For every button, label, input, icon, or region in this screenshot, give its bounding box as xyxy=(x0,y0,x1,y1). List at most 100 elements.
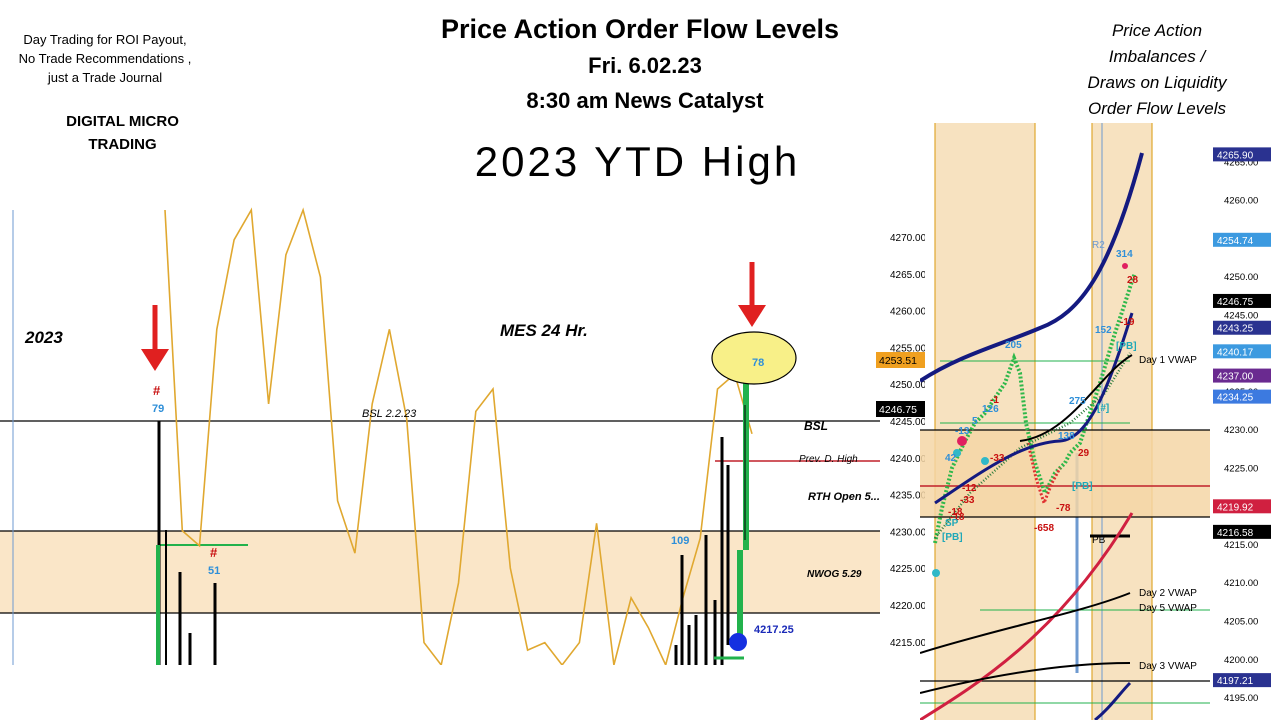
price-tag xyxy=(1213,499,1271,514)
y-tick-label: 4255.00 xyxy=(890,343,925,354)
bar-annotation: 51 xyxy=(208,565,220,577)
level-label: BSL 2.2.23 xyxy=(362,408,417,420)
annotation: -13 xyxy=(955,426,970,437)
y-tick-label: 4200.00 xyxy=(1224,655,1258,666)
y-tick-label: 4240.00 xyxy=(890,454,925,465)
day2-vwap-line xyxy=(920,592,1131,654)
y-tick-label: 4230.00 xyxy=(890,527,925,538)
level-label: NWOG 5.29 xyxy=(807,569,862,580)
page-title: Price Action Order Flow Levels xyxy=(440,14,840,44)
annotation: 314 xyxy=(1116,249,1133,260)
annotation: 28 xyxy=(1127,275,1139,286)
y-tick-label: 4195.00 xyxy=(1224,693,1258,704)
price-tags: 4265.90 4254.74 4246.75 4243.25 4240.17 4237.… xyxy=(1213,147,1271,688)
annotation: SP xyxy=(945,518,959,529)
price-tag-label: 4197.21 xyxy=(1217,676,1254,687)
price-tag-label: 4219.92 xyxy=(1217,502,1254,513)
y-tick-label: 4210.00 xyxy=(1224,578,1258,589)
price-tag-label: 4234.25 xyxy=(1217,393,1254,404)
bar-annotation: 109 xyxy=(671,535,689,547)
y-tick-label: 4245.00 xyxy=(890,417,925,428)
price-tag-label: 4237.00 xyxy=(1217,372,1254,383)
price-tag xyxy=(1213,389,1271,404)
y-tick-label: 4235.00 xyxy=(890,491,925,502)
right-notes: Price Action Imbalances / Draws on Liqui… xyxy=(1087,21,1227,118)
y-tick-label: 4250.00 xyxy=(890,380,925,391)
vwap-label: Day 1 VWAP xyxy=(1139,355,1197,366)
date-subtitle: Fri. 6.02.23 xyxy=(588,53,702,78)
level-label: BSL xyxy=(804,419,828,433)
price-tag xyxy=(1213,320,1271,335)
annotation: -18 xyxy=(948,507,963,518)
price-tag xyxy=(1213,524,1271,539)
price-tag-label: 4246.75 xyxy=(1217,297,1254,308)
hash-marker: # xyxy=(153,383,161,398)
price-tag xyxy=(1213,344,1271,359)
ytd-heading: 2023 YTD High xyxy=(474,138,801,185)
chart-title: MES 24 Hr. xyxy=(500,321,588,340)
bar-annotation: 79 xyxy=(152,403,164,415)
annotation: -18 xyxy=(950,512,965,523)
brand-name: DIGITAL MICRO TRADING xyxy=(66,113,179,153)
trend-line xyxy=(934,352,1132,539)
y-axis: 4270.00 4265.00 4260.00 4255.00 4250.00 4245.… xyxy=(890,233,925,649)
price-tag xyxy=(1213,232,1271,247)
price-path-red xyxy=(1026,442,1062,508)
y-tick-label: 4205.00 xyxy=(1224,617,1258,628)
lower-band xyxy=(1094,681,1132,720)
annotation: [PB] xyxy=(1072,481,1093,492)
price-tag xyxy=(1213,368,1271,383)
price-tag: 4253.51 xyxy=(876,352,925,368)
y-tick-label: 4215.00 xyxy=(1224,540,1258,551)
arrow-down-icon xyxy=(141,305,169,371)
annotation: [#] xyxy=(1097,403,1109,414)
price-tag xyxy=(1213,673,1271,688)
annotation: -19 xyxy=(1120,317,1135,328)
day3-vwap-line xyxy=(920,662,1131,694)
imbalance-zone xyxy=(920,430,1212,517)
annotation: R2 xyxy=(1092,240,1105,251)
price-tag-label: 4265.90 xyxy=(1217,150,1254,161)
annotation: 152 xyxy=(1095,325,1112,336)
y-tick-label: 4250.00 xyxy=(1224,272,1258,283)
level-label: RTH Open 5... xyxy=(808,491,880,503)
year-label: 2023 xyxy=(24,328,63,347)
current-price-label: 4246.75 xyxy=(879,404,917,416)
y-tick-label: 4230.00 xyxy=(1224,425,1258,436)
session-band xyxy=(935,123,1035,720)
bar-annotation: 4217.25 xyxy=(754,624,794,636)
annotation: -1 xyxy=(990,395,999,406)
annotation: 275 xyxy=(1069,396,1086,407)
high-highlight-circle xyxy=(711,331,797,385)
y-tick-label: 4225.00 xyxy=(890,564,925,575)
price-tag-label: 4243.25 xyxy=(1217,324,1254,335)
y-tick-label: 4220.00 xyxy=(890,601,925,612)
y-axis-panel xyxy=(1210,123,1280,720)
price-tag-label: 4240.17 xyxy=(1217,347,1254,358)
annotation: 126 xyxy=(982,404,999,415)
price-tag-label: 4216.58 xyxy=(1217,528,1254,539)
signal-dot xyxy=(953,449,961,457)
vwap-label: Day 5 VWAP xyxy=(1139,603,1197,614)
mes-chart: 2023 MES 24 Hr. BSL 2.2.23 BSL Prev. D. … xyxy=(0,207,925,665)
y-tick-label: 4260.00 xyxy=(890,307,925,318)
annotation: 5 xyxy=(972,416,978,427)
day1-vwap-line xyxy=(1019,354,1133,442)
signal-dot xyxy=(957,436,967,446)
y-tick-label: 4260.00 xyxy=(1224,196,1258,207)
annotation: [PB] xyxy=(942,532,963,543)
signal-dot xyxy=(1122,263,1128,269)
y-tick-label: 4265.00 xyxy=(1224,157,1258,168)
vwap-label: Day 2 VWAP xyxy=(1139,588,1197,599)
vwap-label: Day 3 VWAP xyxy=(1139,661,1197,672)
level-label: Prev. D. High xyxy=(799,454,858,465)
annotation: -658 xyxy=(1034,523,1054,534)
y-tick-label: 4215.00 xyxy=(890,638,925,649)
catalyst-subtitle: 8:30 am News Catalyst xyxy=(526,88,764,113)
oscillator-line xyxy=(164,207,753,665)
signal-dot xyxy=(932,569,940,577)
low-marker-dot xyxy=(729,633,747,651)
price-tag xyxy=(1213,293,1271,308)
price-tag-label: 4254.74 xyxy=(1217,236,1254,247)
arrow-down-icon xyxy=(738,262,766,327)
